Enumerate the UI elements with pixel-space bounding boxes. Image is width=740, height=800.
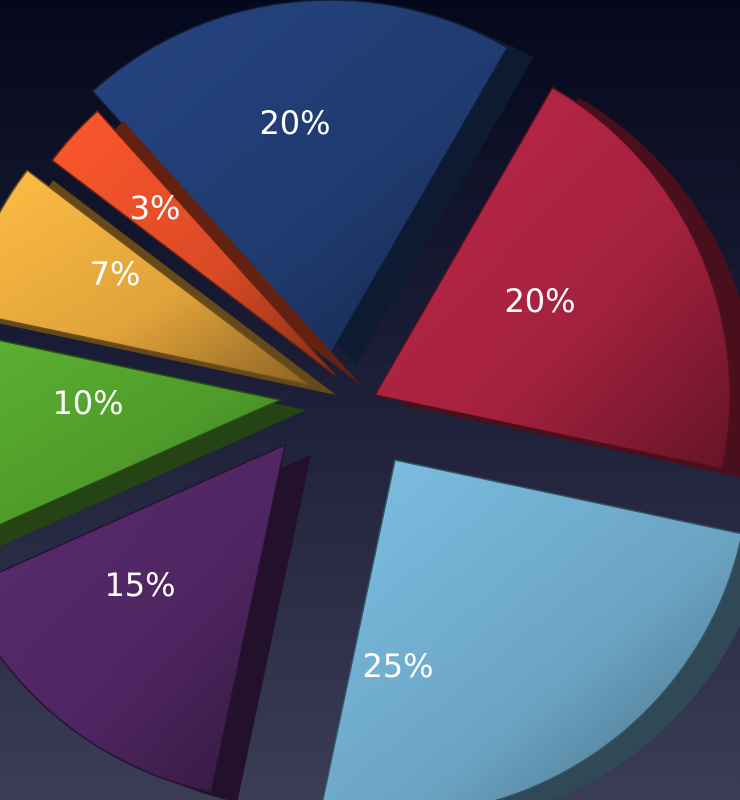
slice-label-5: 10%	[52, 384, 123, 422]
pie-slice-2	[373, 86, 731, 470]
pie-slice-1	[91, 0, 509, 357]
slice-label-2: 20%	[504, 282, 575, 320]
slice-label-3: 25%	[362, 647, 433, 685]
pie-slice-5	[0, 339, 283, 526]
pie-slice-6	[0, 169, 311, 386]
slice-label-7: 3%	[130, 189, 181, 227]
pie-slice-4	[0, 443, 287, 794]
pie-slice-7	[51, 110, 336, 376]
slice-label-6: 7%	[90, 255, 141, 293]
pie-slice-3	[321, 459, 740, 800]
slice-label-1: 20%	[259, 104, 330, 142]
slice-label-4: 15%	[104, 566, 175, 604]
